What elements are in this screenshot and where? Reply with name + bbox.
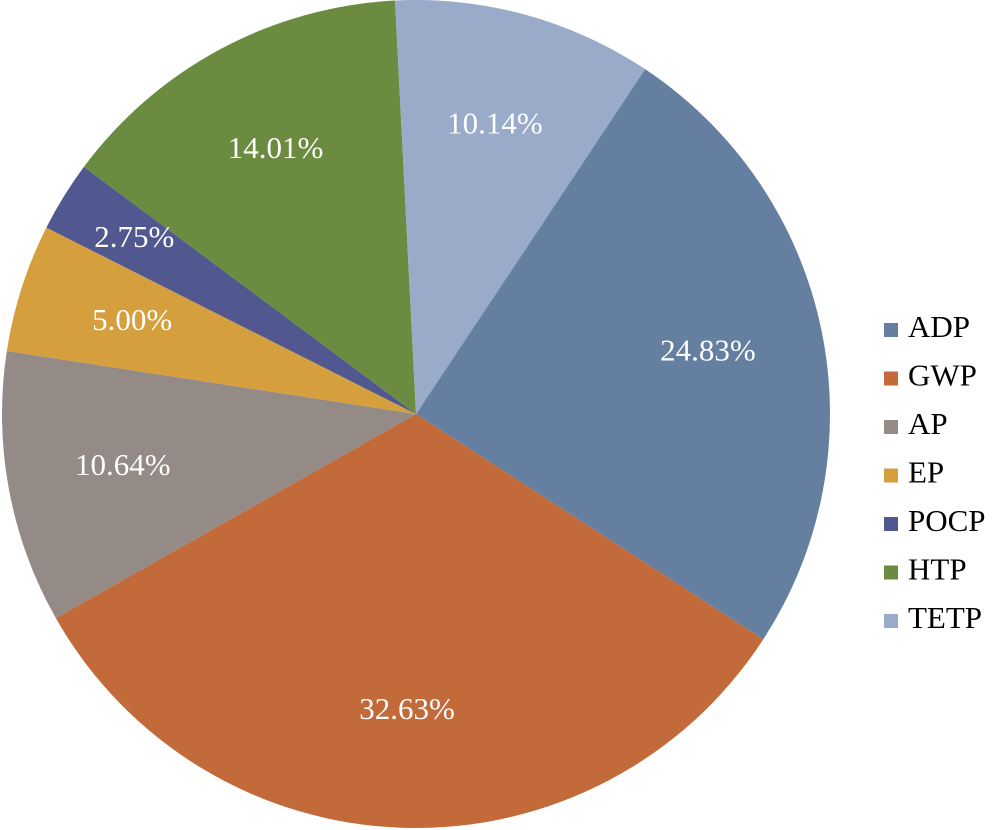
legend-swatch-ep [884, 468, 898, 483]
legend-swatch-pocp [884, 517, 898, 531]
legend-swatch-htp [884, 565, 898, 580]
pie-slice-gwp [55, 414, 764, 829]
legend-label-adp: ADP [908, 309, 970, 344]
slice-label-pocp: 2.75% [94, 219, 174, 254]
pie-slice-ap [1, 350, 416, 619]
legend-item-adp: ADP [884, 309, 970, 344]
legend-swatch-adp [884, 323, 898, 337]
slice-label-htp: 14.01% [228, 130, 324, 165]
legend-item-htp: HTP [884, 552, 967, 587]
legend-label-ep: EP [908, 455, 944, 490]
legend-item-pocp: POCP [884, 503, 986, 538]
legend-item-ep: EP [884, 455, 944, 490]
pie-slice-labels: 24.83% 32.63% 10.64% 5.00% 2.75% 14.01% 10.14% [75, 106, 756, 726]
legend: ADP GWP AP EP POCP HTP TETP [884, 309, 986, 635]
pie-slice-tetp [395, 0, 646, 414]
legend-swatch-tetp [884, 614, 898, 628]
slice-label-adp: 24.83% [660, 333, 756, 368]
slice-label-tetp: 10.14% [447, 106, 543, 141]
legend-label-gwp: GWP [908, 358, 977, 393]
legend-label-htp: HTP [908, 552, 967, 587]
legend-item-ap: AP [884, 406, 948, 441]
legend-label-pocp: POCP [908, 503, 986, 538]
legend-item-tetp: TETP [884, 600, 982, 635]
pie-slice-htp [83, 0, 416, 415]
legend-item-gwp: GWP [884, 358, 977, 393]
legend-swatch-gwp [884, 371, 898, 386]
pie-slices [1, 0, 830, 829]
slice-label-ap: 10.64% [75, 447, 171, 482]
slice-label-ep: 5.00% [92, 302, 172, 337]
slice-label-gwp: 32.63% [359, 691, 455, 726]
legend-label-tetp: TETP [908, 600, 982, 635]
pie-slice-pocp [46, 166, 417, 414]
legend-label-ap: AP [908, 406, 948, 441]
legend-swatch-ap [884, 420, 898, 434]
pie-slice-ep [6, 227, 416, 414]
pie-slice-adp [416, 69, 830, 640]
